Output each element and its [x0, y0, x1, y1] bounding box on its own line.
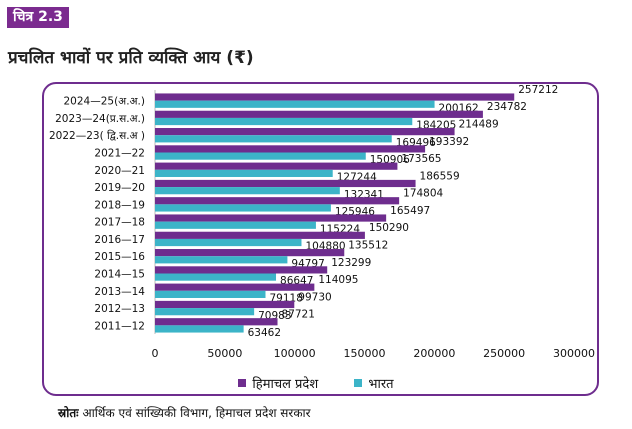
value-label-himachal: 173565 — [401, 153, 441, 165]
bar-himachal — [155, 93, 515, 101]
bar-bharat — [155, 221, 316, 229]
value-label-himachal: 214489 — [459, 119, 499, 131]
category-label: 2016—17 — [94, 234, 145, 246]
source-note: स्रोतः आर्थिक एवं सांख्यिकी विभाग, हिमाच… — [58, 404, 311, 421]
bar-himachal — [155, 249, 345, 257]
bar-himachal — [155, 145, 426, 153]
category-label: 2015—16 — [94, 251, 145, 263]
x-tick-label: 250000 — [483, 347, 525, 360]
value-label-himachal: 174804 — [403, 188, 443, 200]
bar-himachal — [155, 318, 278, 326]
category-label: 2021—22 — [94, 148, 145, 160]
category-label: 2024—25(अ.अ.) — [64, 96, 146, 108]
bar-bharat — [155, 325, 244, 333]
x-tick-label: 150000 — [344, 347, 386, 360]
bar-himachal — [155, 162, 398, 170]
figure-tag: चित्र 2.3 — [7, 7, 69, 28]
category-label: 2017—18 — [94, 217, 145, 229]
x-tick-label: 300000 — [553, 347, 595, 360]
chart-frame — [42, 82, 599, 396]
category-label: 2022—23( द्वि.स.अ ) — [49, 129, 145, 142]
bar-himachal — [155, 110, 483, 118]
legend-item-bharat: भारत — [354, 374, 394, 392]
bar-bharat — [155, 256, 288, 264]
bar-himachal — [155, 266, 328, 274]
bar-bharat — [155, 117, 413, 126]
page-title: प्रचलित भावों पर प्रति व्यक्ति आय (₹) — [8, 48, 254, 68]
category-label: 2011—12 — [94, 320, 145, 332]
x-tick-label: 50000 — [207, 347, 242, 360]
value-label-himachal: 87721 — [282, 309, 315, 321]
value-label-himachal: 99730 — [298, 291, 331, 303]
legend-swatch-bharat — [354, 379, 363, 387]
category-label: 2012—13 — [94, 303, 145, 315]
value-label-himachal: 123299 — [331, 257, 371, 269]
category-label: 2014—15 — [94, 269, 145, 281]
source-label: स्रोतः — [58, 406, 79, 420]
bar-himachal — [155, 197, 400, 205]
bar-bharat — [155, 290, 266, 298]
category-label: 2020—21 — [94, 165, 145, 177]
category-label: 2019—20 — [94, 182, 145, 194]
bar-himachal — [155, 231, 365, 239]
legend-swatch-himachal — [238, 379, 247, 387]
value-label-himachal: 150290 — [369, 222, 409, 234]
value-label-himachal: 257212 — [518, 84, 558, 96]
category-label: 2013—14 — [94, 286, 145, 298]
bar-bharat — [155, 169, 333, 177]
value-label-himachal: 114095 — [318, 274, 358, 286]
x-tick-label: 100000 — [274, 347, 316, 360]
bar-bharat — [155, 238, 302, 247]
category-label: 2023—24(प्र.स.अ.) — [55, 113, 145, 125]
category-label: 2018—19 — [94, 199, 145, 211]
bar-bharat — [155, 100, 435, 108]
x-tick-label: 200000 — [413, 347, 455, 360]
bar-bharat — [155, 135, 392, 143]
bar-himachal — [155, 128, 455, 136]
bar-himachal — [155, 283, 315, 291]
value-label-himachal: 186559 — [420, 170, 460, 182]
legend-label-himachal: हिमाचल प्रदेश — [252, 377, 319, 392]
bar-bharat — [155, 187, 340, 195]
value-label-himachal: 135512 — [348, 240, 388, 252]
x-tick-label: 0 — [152, 347, 159, 360]
value-label-himachal: 165497 — [390, 205, 430, 217]
bar-bharat — [155, 204, 331, 212]
legend-item-himachal: हिमाचल प्रदेश — [238, 374, 318, 392]
bar-himachal — [155, 179, 416, 188]
value-label-himachal: 234782 — [487, 101, 527, 113]
bar-himachal — [155, 214, 387, 222]
bar-bharat — [155, 308, 255, 316]
source-text: आर्थिक एवं सांख्यिकी विभाग, हिमाचल प्रदे… — [82, 406, 311, 420]
legend: हिमाचल प्रदेश भारत — [0, 374, 632, 392]
bar-bharat — [155, 152, 366, 160]
bar-himachal — [155, 300, 295, 309]
legend-label-bharat: भारत — [368, 377, 394, 392]
value-label-himachal: 193392 — [429, 136, 469, 148]
bar-bharat — [155, 273, 277, 281]
value-label-bharat: 63462 — [248, 327, 281, 339]
